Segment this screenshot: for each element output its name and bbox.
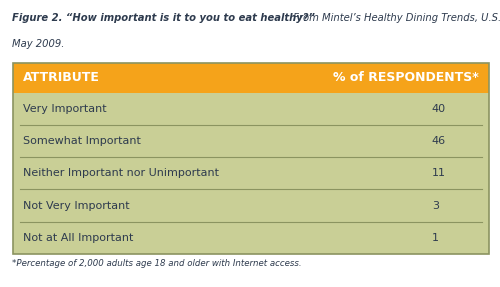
Text: Neither Important nor Unimportant: Neither Important nor Unimportant [23, 168, 219, 178]
Bar [12, 63, 489, 93]
Text: 1: 1 [432, 233, 439, 243]
Text: 11: 11 [432, 168, 446, 178]
Text: 40: 40 [432, 104, 446, 114]
Bar [12, 93, 489, 254]
Text: *Percentage of 2,000 adults age 18 and older with Internet access.: *Percentage of 2,000 adults age 18 and o… [12, 259, 302, 268]
Text: 3: 3 [432, 201, 439, 211]
Text: ATTRIBUTE: ATTRIBUTE [23, 71, 100, 84]
Text: Figure 2. “How important is it to you to eat healthy?”: Figure 2. “How important is it to you to… [12, 13, 316, 23]
Text: Somewhat Important: Somewhat Important [23, 136, 141, 146]
Text: Very Important: Very Important [23, 104, 106, 114]
Text: Not at All Important: Not at All Important [23, 233, 134, 243]
Text: From Mintel’s Healthy Dining Trends, U.S.,: From Mintel’s Healthy Dining Trends, U.S… [290, 13, 500, 23]
Text: % of RESPONDENTS*: % of RESPONDENTS* [333, 71, 478, 84]
Text: May 2009.: May 2009. [12, 39, 65, 49]
Text: 46: 46 [432, 136, 446, 146]
Text: Not Very Important: Not Very Important [23, 201, 130, 211]
